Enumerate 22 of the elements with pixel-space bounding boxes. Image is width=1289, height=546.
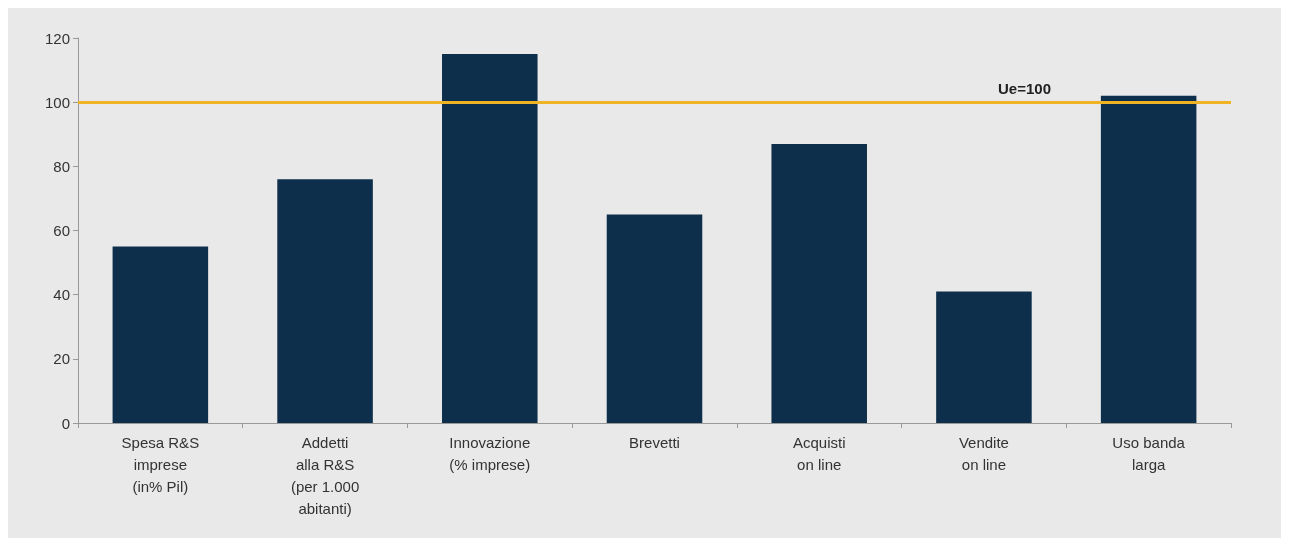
bar [277, 179, 373, 423]
bar [771, 143, 867, 423]
ref-line-label: Ue=100 [998, 80, 1051, 98]
bar [606, 214, 703, 423]
x-tick-label: Spesa R&S imprese (in% Pil) [121, 433, 200, 495]
bar [1100, 95, 1197, 423]
y-tick-label: 0 [61, 414, 70, 432]
y-tick-label: 40 [53, 286, 70, 304]
y-tick-label: 80 [53, 157, 70, 175]
x-tick-label: Addetti alla R&S (per 1.000 abitanti) [290, 433, 360, 517]
y-tick-label: 100 [44, 93, 70, 111]
y-tick-label: 20 [53, 350, 70, 368]
y-tick-label: 120 [44, 29, 70, 47]
bar [936, 291, 1032, 423]
x-tick-label: Uso banda larga [1112, 433, 1186, 473]
bar [112, 246, 209, 423]
x-tick-label: Innovazione (% imprese) [449, 433, 531, 473]
x-tick-label: Acquisti on line [792, 433, 846, 473]
bar [442, 54, 538, 423]
x-tick-label: Brevetti [629, 433, 680, 451]
y-tick-label: 60 [53, 222, 70, 239]
x-tick-label: Vendite on line [958, 433, 1009, 473]
